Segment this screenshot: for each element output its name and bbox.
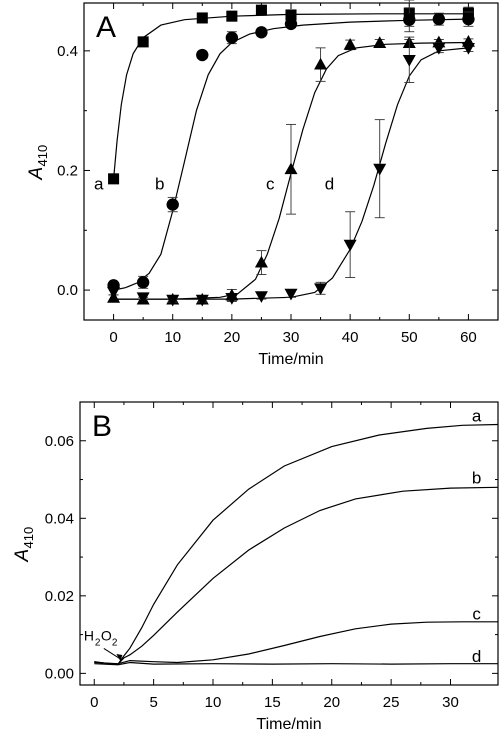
data-point — [343, 38, 357, 50]
series-c — [107, 35, 475, 305]
data-point — [373, 163, 387, 176]
panel-b: 0 5 10 15 20 25 30 0.00 0.02 0.04 0.06 Time/min A410… — [12, 401, 499, 733]
series-line — [113, 13, 469, 179]
annotation-text: O — [101, 627, 112, 643]
y-axis-label-subscript: 410 — [35, 145, 50, 167]
y-tick-label: 0.04 — [45, 510, 74, 527]
series-line — [94, 661, 498, 666]
annotation-arrow — [103, 647, 121, 660]
data-point — [196, 12, 208, 24]
y-tick-label: 0.00 — [45, 665, 74, 682]
curve-label: c — [266, 175, 275, 194]
panel-label: A — [96, 11, 116, 44]
data-point — [373, 36, 387, 48]
series-d — [107, 36, 475, 307]
data-point — [136, 292, 150, 305]
annotation-subscript: 2 — [112, 637, 118, 648]
data-point — [225, 292, 239, 305]
data-point — [402, 54, 416, 67]
series-b — [94, 486, 499, 665]
series-c — [94, 621, 498, 665]
x-tick-label: 10 — [205, 694, 222, 711]
annotation-text: H — [84, 627, 94, 643]
x-tick-label: 30 — [283, 329, 300, 346]
annotation-subscript: 2 — [95, 637, 101, 648]
data-point — [255, 4, 267, 16]
curve-label: d — [325, 175, 334, 194]
data-point — [136, 276, 150, 289]
data-point — [166, 294, 180, 307]
data-point — [226, 10, 238, 22]
curve-label: c — [472, 604, 481, 623]
x-tick-label: 15 — [264, 694, 281, 711]
data-point — [432, 42, 446, 55]
x-tick-label: 10 — [164, 329, 181, 346]
series-line — [94, 423, 499, 665]
y-tick-label: 0.0 — [57, 282, 78, 299]
data-point — [314, 283, 328, 296]
data-point — [462, 12, 475, 26]
data-point — [314, 57, 328, 70]
x-tick-label: 60 — [460, 329, 477, 346]
curve-label: d — [472, 647, 481, 666]
data-point — [284, 288, 298, 301]
curve-label: a — [472, 407, 482, 426]
series-line — [94, 486, 499, 665]
data-point — [137, 36, 149, 48]
x-tick-label: 20 — [224, 329, 241, 346]
data-point — [461, 42, 475, 55]
x-tick-label: 25 — [383, 694, 400, 711]
y-tick-label: 0.4 — [57, 43, 78, 60]
curve-label: a — [94, 175, 104, 194]
panel-label: B — [92, 410, 112, 443]
curve-label: b — [472, 469, 481, 488]
series-b — [107, 7, 475, 292]
plot-frame — [79, 401, 499, 686]
data-point — [195, 294, 209, 307]
x-axis-label: Time/min — [258, 351, 323, 368]
x-tick-label: 50 — [401, 329, 418, 346]
series-line — [94, 621, 498, 665]
data-point — [284, 17, 298, 31]
y-axis-label: A — [12, 549, 33, 563]
data-point — [285, 9, 297, 21]
x-tick-label: 0 — [90, 694, 98, 711]
data-point — [403, 13, 416, 26]
data-point — [225, 31, 239, 44]
x-tick-label: 5 — [149, 694, 157, 711]
x-tick-label: 0 — [109, 329, 117, 346]
data-point — [196, 48, 209, 62]
series-d — [94, 661, 498, 666]
y-axis-label-subscript: 410 — [21, 527, 36, 549]
data-point — [108, 173, 120, 185]
y-tick-label: 0.02 — [45, 588, 74, 605]
data-point — [343, 239, 357, 252]
data-point — [107, 287, 121, 299]
x-tick-label: 30 — [442, 694, 459, 711]
data-point — [255, 26, 268, 39]
data-point — [254, 255, 268, 268]
y-tick-label: 0.06 — [45, 433, 74, 450]
series-line — [113, 47, 469, 300]
data-point — [166, 198, 179, 211]
x-tick-label: 40 — [342, 329, 359, 346]
data-point — [254, 291, 268, 303]
y-tick-label: 0.2 — [57, 162, 78, 179]
annotation-arrowhead — [116, 653, 123, 661]
curve-label: b — [155, 175, 164, 194]
data-point — [432, 12, 446, 26]
y-axis-label: A — [26, 167, 47, 181]
data-point — [284, 162, 298, 175]
x-axis-label: Time/min — [256, 716, 321, 733]
series-a — [94, 423, 499, 665]
x-tick-label: 20 — [323, 694, 340, 711]
